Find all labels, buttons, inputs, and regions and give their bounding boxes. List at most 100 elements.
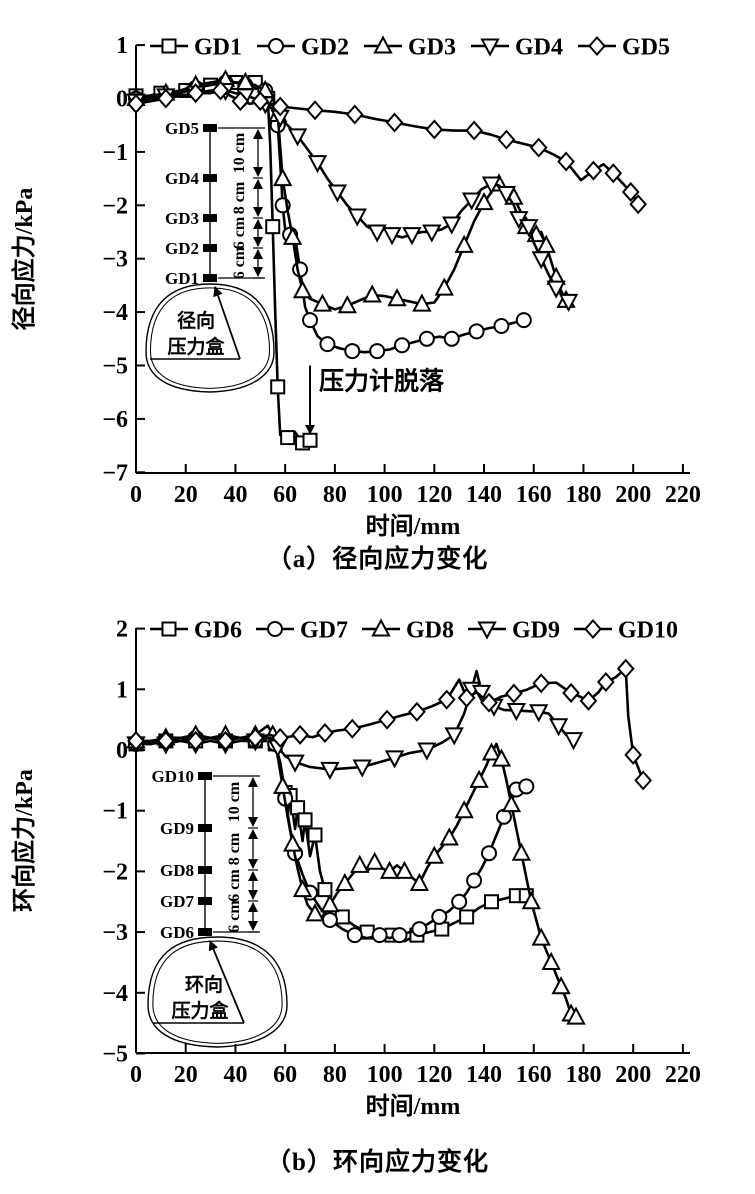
data-marker-GD2 [515,312,532,329]
x-tick-label: 180 [565,1062,601,1088]
data-marker-GD2 [493,317,510,334]
caption-a: （a）径向应力变化 [266,546,489,573]
data-marker-GD4 [422,224,442,243]
data-marker-GD5 [345,104,364,125]
dim-label: 6 cm [226,900,243,933]
legend-label: GD3 [408,35,456,61]
tunnel-label-line2: 压力盒 [171,999,229,1022]
dim-label: 8 cm [231,181,248,214]
annotation-text: 压力计脱落 [319,367,445,396]
legend-marker-square [161,38,177,54]
legend-marker-square [161,621,177,637]
data-marker-GD3 [362,284,382,303]
data-marker-GD10 [532,673,551,694]
series-line-GD9 [135,669,575,771]
dim-label: 10 cm [226,781,243,822]
y-tick-label: −7 [102,460,128,486]
tunnel-callout-leader [213,286,241,360]
x-ticks: 0 20 40 60 80 100 120 140 160 180 200 220 [130,1044,701,1088]
legend-label: GD6 [194,618,242,644]
x-tick-label: 40 [223,482,247,508]
y-tick-label: −6 [102,407,128,433]
annotation: 压力计脱落 [305,365,445,435]
data-marker-GD3 [474,192,494,211]
data-marker-GD8 [439,827,459,846]
legend-item-GD5: GD5 [578,35,670,61]
x-tick-label: 60 [273,1062,297,1088]
data-marker-GD6 [459,909,475,925]
legend-label: GD7 [300,618,348,644]
data-marker-GD4 [382,227,402,246]
legend-label: GD4 [515,35,563,61]
data-marker-GD3 [434,277,454,296]
tunnel-outline-inner [149,287,271,389]
x-tick-label: 160 [516,1062,552,1088]
dim-label: 6 cm [231,216,248,249]
x-tick-label: 80 [323,482,347,508]
x-tick-label: 200 [615,482,651,508]
data-marker-GD2 [292,261,309,278]
sensor-marker-GD3 [203,214,217,222]
data-marker-GD5 [186,83,205,104]
data-marker-GD4 [519,219,539,238]
data-marker-GD2 [418,330,435,347]
data-marker-GD10 [316,722,334,744]
legend-item-GD8: GD8 [362,618,454,644]
sensor-marker-GD1 [203,274,217,282]
sensor-marker-GD7 [198,897,212,905]
x-ticks: 0 20 40 60 80 100 120 140 160 180 200 220 [130,464,701,508]
dim-label: 10 cm [231,132,248,173]
data-marker-GD6 [483,894,499,910]
data-marker-GD7 [466,872,483,889]
data-marker-GD9 [506,703,527,722]
legend-label: GD5 [622,35,670,61]
tunnel-label-line2: 压力盒 [167,335,225,358]
data-marker-GD5 [385,112,404,133]
y-tick-label: 1 [116,677,128,703]
y-tick-label: −1 [102,799,128,825]
data-marker-GD5 [584,160,603,181]
data-marker-GD8 [566,1006,586,1025]
sensor-marker-GD2 [203,244,217,252]
sensor-inset: GD10 GD9 GD8 GD7 GD6 10 cm 8 cm 6 cm6 cm [152,767,260,942]
data-marker-GD5 [465,120,483,141]
data-marker-GD3 [292,280,313,299]
legend-item-GD10: GD10 [574,618,678,644]
y-tick-label: 1 [116,33,128,59]
data-marker-GD6 [334,909,350,925]
data-marker-GD9 [444,727,464,746]
data-marker-GD2 [302,312,319,329]
data-marker-GD4 [307,155,328,174]
data-marker-GD10 [408,701,426,722]
legend-label: GD2 [301,35,349,61]
caption-b: （b）环向应力变化 [266,1149,489,1176]
sensor-label-GD2: GD2 [165,239,199,258]
series-line-GD5 [135,89,640,205]
data-marker-GD10 [246,727,265,748]
data-marker-GD6 [297,812,313,828]
data-marker-GD5 [621,181,640,202]
x-tick-label: 220 [665,1062,701,1088]
x-tick-label: 80 [323,1062,347,1088]
legend-label: GD9 [512,618,560,644]
data-marker-GD1 [280,430,296,446]
data-marker-GD4 [367,224,387,243]
data-marker-GD9 [352,759,372,778]
legend-marker-triangle-up [373,35,393,54]
sensor-marker-GD4 [203,174,217,182]
data-marker-GD8 [305,903,325,922]
legend-label: GD10 [618,618,678,644]
data-marker-GD4 [558,293,579,313]
data-marker-GD4 [461,192,482,211]
data-marker-GD10 [505,683,523,704]
y-tick-label: −4 [102,300,128,326]
series-GD1 [128,74,318,451]
data-marker-GD5 [156,88,175,109]
legend-item-GD9: GD9 [468,618,560,644]
x-tick-label: 220 [665,482,701,508]
sensor-marker-GD10 [198,772,212,780]
data-marker-GD4 [327,184,348,203]
y-axis-label: 径向应力/kPa [10,188,38,331]
data-marker-GD9 [285,754,305,773]
